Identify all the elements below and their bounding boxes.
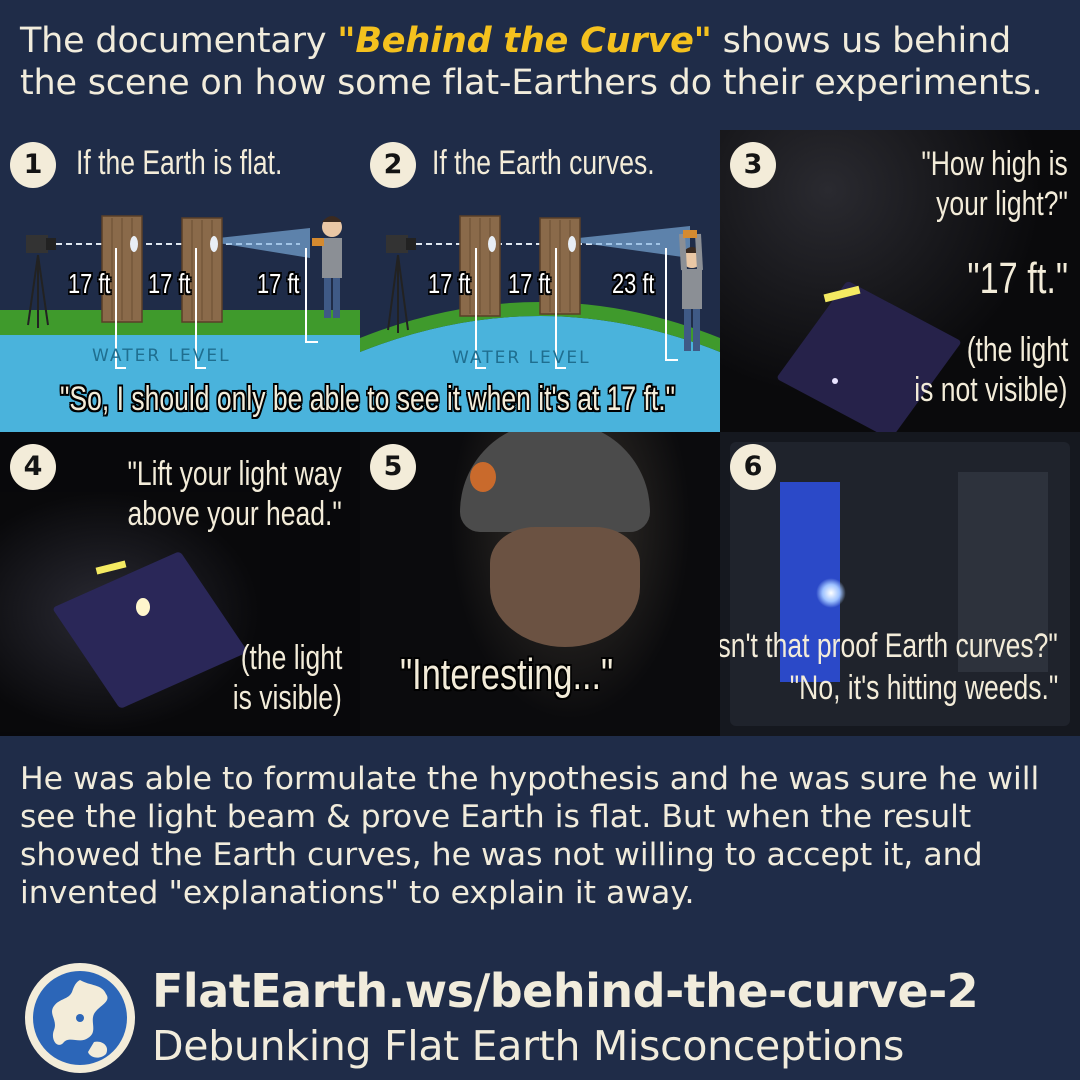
visible-light [136, 598, 150, 616]
height-label: 17 ft [428, 268, 471, 299]
quote-interesting: "Interesting..." [400, 650, 614, 699]
step-number-6: 6 [730, 444, 776, 490]
board-1-flat [101, 215, 143, 323]
person-curved-icon [679, 230, 703, 351]
light-beam-curved [560, 226, 690, 258]
intro-text: The documentary "Behind the Curve" shows… [20, 20, 1070, 104]
note-line-1: (the light [240, 639, 342, 677]
board-2-curved [539, 217, 581, 315]
quote-answer: "17 ft." [967, 254, 1068, 303]
camera-icon [26, 235, 56, 328]
footer-tagline: Debunking Flat Earth Misconceptions [152, 1022, 905, 1070]
light-beam-flat [200, 228, 310, 258]
height-label: 17 ft [68, 268, 111, 299]
height-label: 23 ft [612, 268, 655, 299]
quote-question-line-1: "How high is [921, 145, 1068, 183]
experiment-diagram [0, 215, 720, 432]
light-flare [816, 578, 846, 608]
water-level-label: WATER LEVEL [452, 348, 591, 368]
summary-text: He was able to formulate the hypothesis … [20, 761, 1040, 911]
heading-flat: If the Earth is flat. [76, 144, 283, 182]
water-curved [360, 316, 720, 432]
step-number-3: 3 [730, 142, 776, 188]
panel-3: 3 "How high is your light?" "17 ft." (th… [720, 130, 1080, 432]
board-2-flat [181, 217, 223, 323]
step-number-1: 1 [10, 142, 56, 188]
step-number-2: 2 [370, 142, 416, 188]
quote-line-2: "No, it's hitting weeds." [789, 669, 1058, 707]
camera-icon [386, 235, 416, 333]
flat-earth-logo-icon [25, 963, 135, 1073]
water-flat [0, 335, 360, 432]
step-number-5: 5 [370, 444, 416, 490]
beanie-logo [470, 462, 496, 492]
quote-line-2: above your head." [127, 495, 342, 533]
note-line-1: (the light [966, 331, 1068, 369]
heading-curves: If the Earth curves. [432, 144, 655, 182]
diagram-panel: 1 If the Earth is flat. 2 If the Earth c… [0, 130, 720, 432]
face [490, 527, 640, 647]
shared-quote: "So, I should only be able to see it whe… [60, 380, 676, 418]
quote-line-1: "Lift your light way [127, 455, 342, 493]
flat-earth-diagram [0, 215, 360, 432]
height-label: 17 ft [508, 268, 551, 299]
note-line-2: is visible) [232, 679, 342, 717]
height-label: 17 ft [148, 268, 191, 299]
panel-5: 5 "Interesting..." [360, 432, 720, 736]
documentary-title: "Behind the Curve" [337, 21, 712, 61]
panel-4: 4 "Lift your light way above your head."… [0, 432, 360, 736]
intro-prefix: The documentary [20, 21, 338, 61]
note-line-2: is not visible) [914, 371, 1068, 409]
quote-line-1: "Isn't that proof Earth curves?" [720, 627, 1058, 665]
footer-url[interactable]: FlatEarth.ws/behind-the-curve-2 [152, 964, 979, 1018]
grass-curved [360, 302, 720, 352]
step-number-4: 4 [10, 444, 56, 490]
board-1-curved [459, 215, 501, 317]
height-label: 17 ft [257, 268, 300, 299]
curved-earth-diagram [360, 215, 720, 432]
intro-suffix: shows us behind the scene on how some fl… [20, 21, 1043, 103]
file-list [958, 472, 1048, 672]
water-level-label: WATER LEVEL [92, 346, 231, 366]
panel-6: 6 "Isn't that proof Earth curves?" "No, … [720, 432, 1080, 736]
person-flat-icon [312, 216, 342, 318]
quote-question-line-2: your light?" [936, 185, 1068, 223]
